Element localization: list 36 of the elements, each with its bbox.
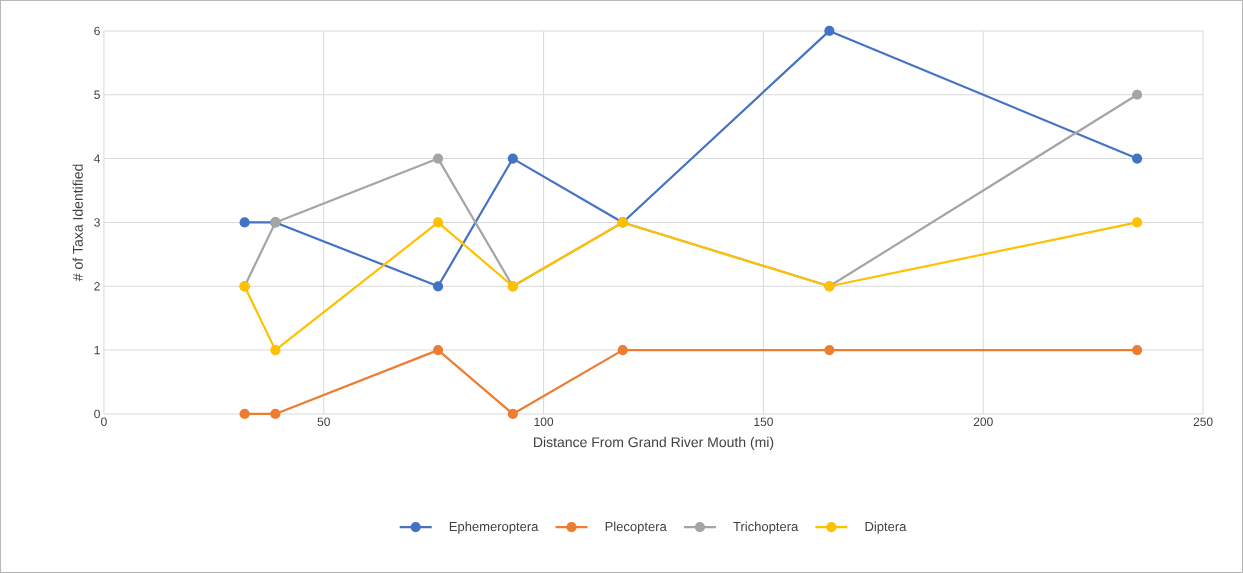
legend-label: Diptera — [865, 521, 907, 534]
legend-label: Trichoptera — [733, 521, 799, 534]
point — [432, 345, 444, 356]
y-tick-label: 5 — [94, 90, 100, 99]
y-tick-label: 0 — [94, 409, 100, 419]
legend-label: Plecoptera — [605, 521, 667, 534]
point — [507, 153, 518, 164]
x-tick-label: 50 — [317, 417, 330, 427]
x-axis-title: Distance From Grand River Mouth (mi) — [534, 436, 774, 450]
point — [239, 408, 250, 420]
point — [617, 345, 628, 356]
point — [239, 217, 250, 228]
x-tick-label: 0 — [101, 417, 107, 427]
point — [824, 345, 835, 356]
point — [432, 217, 444, 228]
x-tick-label: 200 — [973, 417, 993, 427]
point — [507, 408, 518, 420]
x-tick-label: 100 — [534, 417, 554, 427]
point — [1132, 153, 1143, 164]
y-tick-label: 2 — [94, 282, 100, 291]
legend-label: Ephemeroptera — [449, 521, 539, 534]
y-tick-label: 1 — [94, 346, 100, 355]
y-tick-label: 4 — [93, 154, 101, 163]
point — [432, 153, 444, 164]
point — [1132, 89, 1143, 100]
x-tick-label: 150 — [754, 417, 773, 427]
point — [824, 25, 835, 37]
x-tick-label: 250 — [1193, 417, 1213, 427]
point — [1132, 345, 1143, 356]
point — [270, 345, 281, 356]
point — [1132, 217, 1143, 228]
point — [270, 408, 281, 420]
y-tick-label: 6 — [94, 26, 100, 36]
point — [432, 281, 444, 292]
y-tick-label: 3 — [94, 218, 100, 227]
y-axis-title: # of Taxa Identified — [72, 164, 83, 282]
